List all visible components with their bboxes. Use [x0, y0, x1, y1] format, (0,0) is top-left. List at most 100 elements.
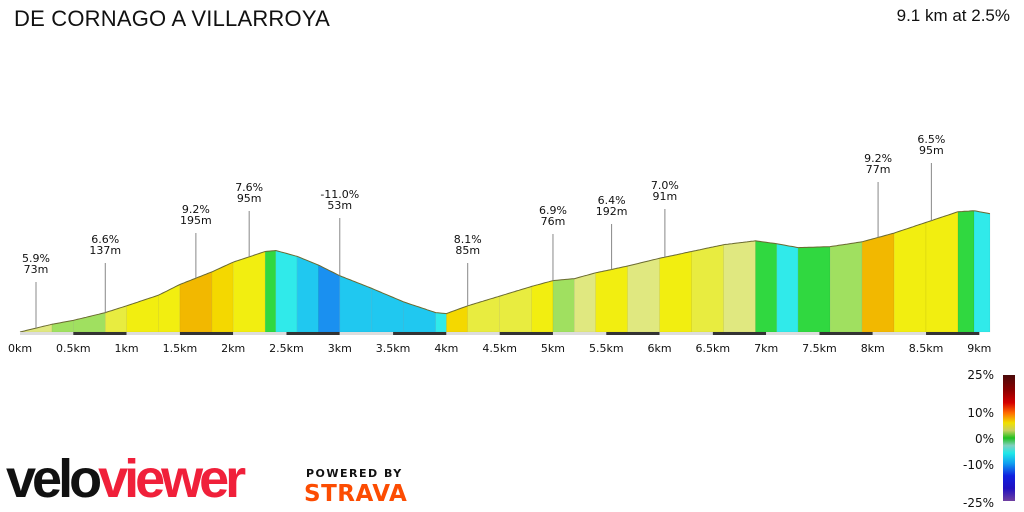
gradient-color-legend — [1003, 375, 1015, 501]
x-tick-label: 5km — [541, 342, 565, 355]
distance-scale-bar — [872, 332, 927, 335]
profile-segment — [659, 251, 692, 333]
x-tick-label: 4km — [434, 342, 458, 355]
profile-segment — [275, 250, 298, 333]
x-tick-label: 5.5km — [589, 342, 624, 355]
climb-annotation-label: 5.9% — [22, 252, 50, 265]
strava-logo[interactable]: STRAVA — [304, 481, 408, 507]
x-tick-label: 7.5km — [802, 342, 837, 355]
distance-scale-bar — [73, 332, 127, 335]
distance-scale-bar — [552, 332, 607, 335]
legend-label-10: 10% — [967, 406, 994, 420]
profile-segment — [499, 285, 532, 333]
distance-scale-bar — [339, 332, 394, 335]
x-tick-label: 2.5km — [269, 342, 304, 355]
climb-annotation-label: 8.1% — [454, 233, 482, 246]
x-tick-label: 3km — [328, 342, 352, 355]
climb-annotation-label: 91m — [653, 190, 678, 203]
x-tick-label: 0.5km — [56, 342, 91, 355]
climb-annotation-label: 9.2% — [182, 203, 210, 216]
profile-segment — [829, 241, 863, 333]
profile-segment — [797, 246, 831, 333]
profile-segment — [552, 278, 575, 333]
climb-annotation-label: 7.0% — [651, 179, 679, 192]
climb-annotation-label: 9.2% — [864, 152, 892, 165]
powered-by-label: POWERED BY — [306, 467, 403, 480]
profile-segment — [861, 232, 895, 333]
profile-segment — [776, 243, 799, 333]
profile-segment — [723, 240, 756, 333]
x-tick-label: 8.5km — [909, 342, 944, 355]
profile-segment — [467, 295, 501, 333]
profile-segment — [105, 305, 127, 333]
profile-segment — [573, 272, 596, 333]
profile-segment — [264, 250, 277, 333]
veloviewer-logo[interactable]: veloviewer — [6, 449, 246, 509]
distance-scale-bar — [819, 332, 873, 335]
climb-annotation-label: 192m — [596, 205, 628, 218]
climb-annotation-label: 53m — [327, 199, 352, 212]
legend-label-min: -25% — [962, 496, 994, 510]
distance-scale-bar — [606, 332, 660, 335]
profile-segment — [925, 211, 959, 333]
profile-segment — [755, 240, 778, 333]
distance-scale-bar — [393, 332, 447, 335]
x-tick-label: 2km — [221, 342, 245, 355]
distance-scale-bar — [20, 332, 74, 335]
distance-scale-bar — [926, 332, 980, 335]
distance-scale-bar — [659, 332, 713, 335]
x-tick-label: 1.5km — [163, 342, 198, 355]
profile-segment — [403, 301, 437, 333]
profile-segment — [339, 275, 373, 333]
climb-annotation-label: 85m — [455, 244, 480, 257]
climb-annotation-label: 6.9% — [539, 204, 567, 217]
distance-scale-bar — [233, 332, 287, 335]
profile-segment — [595, 265, 628, 333]
climb-annotation-label: 195m — [180, 214, 212, 227]
profile-segment — [318, 264, 341, 333]
profile-segment — [73, 312, 106, 333]
x-tick-label: 1km — [115, 342, 139, 355]
profile-segment — [211, 261, 234, 333]
profile-segment — [179, 271, 213, 333]
legend-label-neg10: -10% — [962, 458, 994, 472]
route-title: DE CORNAGO A VILLARROYA — [14, 6, 330, 31]
climb-annotation-label: 76m — [541, 215, 566, 228]
profile-segment — [232, 251, 266, 333]
x-tick-label: 8km — [861, 342, 885, 355]
profile-segment — [957, 210, 975, 333]
climb-annotation-label: 73m — [24, 263, 49, 276]
x-tick-label: 4.5km — [482, 342, 517, 355]
x-tick-label: 3.5km — [376, 342, 411, 355]
distance-scale-bar — [179, 332, 234, 335]
climb-annotation-label: 95m — [919, 144, 944, 157]
x-tick-label: 6km — [648, 342, 672, 355]
climb-annotation-label: -11.0% — [320, 188, 359, 201]
climb-annotation-label: 137m — [89, 244, 121, 257]
profile-segment — [296, 255, 319, 333]
climb-annotation-label: 7.6% — [235, 181, 263, 194]
distance-scale-bar — [499, 332, 553, 335]
distance-scale-bar — [712, 332, 767, 335]
profile-segment — [973, 210, 991, 333]
route-summary: 9.1 km at 2.5% — [896, 6, 1010, 25]
distance-scale-bar — [766, 332, 820, 335]
distance-scale-bar — [446, 332, 500, 335]
profile-segment — [627, 257, 660, 333]
legend-label-0: 0% — [974, 432, 994, 446]
climb-annotation-label: 77m — [866, 163, 891, 176]
profile-segment — [893, 221, 927, 333]
distance-scale-bar — [126, 332, 180, 335]
profile-segment — [691, 244, 724, 333]
x-tick-label: 0km — [8, 342, 32, 355]
x-tick-label: 9km — [967, 342, 991, 355]
profile-segment — [531, 280, 554, 333]
legend-label-max: 25% — [967, 368, 994, 382]
x-tick-label: 7km — [754, 342, 778, 355]
profile-segment — [158, 284, 181, 333]
climb-annotation-label: 6.5% — [917, 133, 945, 146]
elevation-profile-chart: 0km 0.5km 1km 1.5km 2km 2.5km 3km 3.5km 4km 4.5km… — [8, 133, 991, 355]
profile-outline — [19, 210, 991, 333]
distance-scale-bar — [286, 332, 340, 335]
climb-annotation-label: 6.4% — [598, 194, 626, 207]
